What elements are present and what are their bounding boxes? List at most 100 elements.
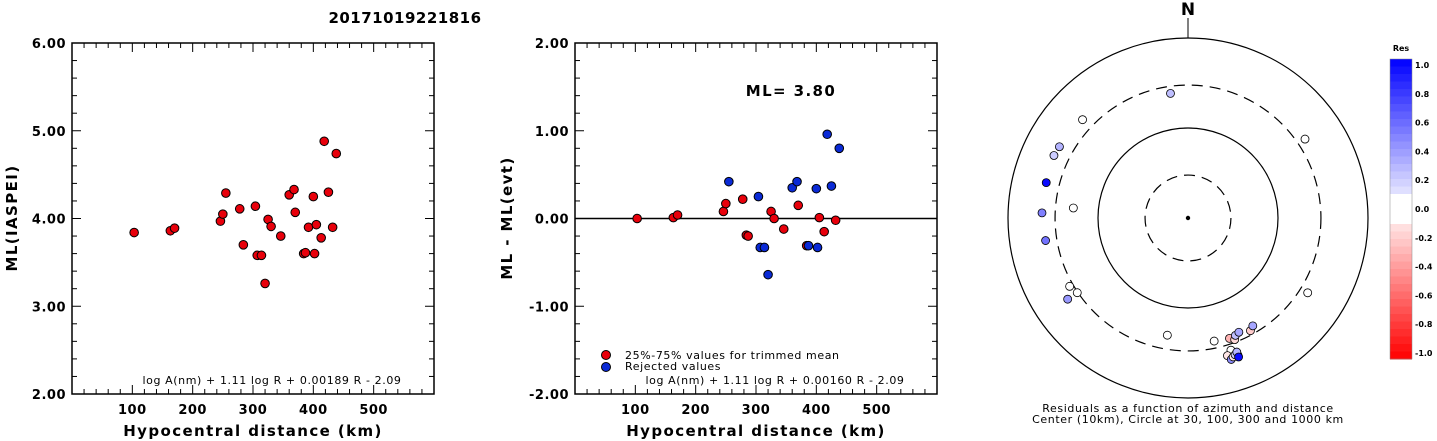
colorbar-segment (1390, 261, 1412, 270)
data-point (787, 182, 798, 193)
colorbar-segment (1390, 239, 1412, 247)
y-tick-label: 3.00 (32, 300, 66, 315)
range-circle (1144, 174, 1232, 262)
colorbar-segment (1390, 186, 1412, 195)
station-point (1248, 321, 1258, 331)
data-point (672, 210, 683, 220)
data-point (303, 222, 314, 233)
colorbar-segment (1390, 329, 1412, 337)
x-tick-label: 500 (862, 403, 891, 418)
colorbar-tick-label: 0.6 (1415, 119, 1430, 128)
colorbar-segment (1390, 119, 1412, 127)
legend-retained-marker (601, 350, 611, 360)
colorbar-segment (1390, 104, 1412, 112)
colorbar-segment (1390, 216, 1412, 225)
colorbar-segment (1390, 321, 1412, 330)
colorbar-tick-label: -1.0 (1415, 349, 1433, 358)
x-tick-label: 300 (239, 403, 268, 418)
data-point (308, 191, 319, 202)
colorbar-segment (1390, 351, 1412, 360)
colorbar-segment (1390, 224, 1412, 232)
station-point (1209, 336, 1219, 346)
x-tick-label: 500 (359, 403, 388, 418)
colorbar-segment (1390, 89, 1412, 97)
legend-rejected-label: Rejected values (625, 360, 721, 373)
polar-caption-line-2: Center (10km), Circle at 30, 100, 300 an… (1032, 413, 1344, 426)
ml-iaspei-panel: ML(IASPEI) Hypocentral distance (km) log… (3, 37, 435, 440)
data-point (289, 184, 299, 195)
legend-retained-label: 25%-75% values for trimmed mean (625, 349, 840, 362)
colorbar-segment (1390, 74, 1412, 82)
x-tick-label: 400 (299, 403, 328, 418)
colorbar-tick-label: -0.6 (1415, 291, 1433, 300)
colorbar-segment (1390, 81, 1412, 90)
residual-y-axis-label: ML - ML(evt) (498, 156, 516, 279)
colorbar-tick-label: 0.8 (1415, 90, 1430, 99)
data-point (266, 221, 276, 232)
colorbar-segment (1390, 59, 1412, 67)
data-point (221, 188, 231, 198)
data-point (300, 247, 311, 258)
y-tick-label: -1.00 (529, 300, 569, 315)
data-point (769, 213, 779, 224)
ml-y-axis-label: ML(IASPEI) (3, 164, 21, 271)
data-point (811, 183, 822, 194)
station-point (1162, 330, 1172, 340)
y-tick-label: 1.00 (535, 125, 569, 140)
colorbar-segment (1390, 306, 1412, 315)
north-label: N (1181, 0, 1195, 20)
colorbar-segment (1390, 291, 1412, 300)
colorbar-segment (1390, 141, 1412, 150)
data-point (327, 222, 338, 233)
colorbar-segment (1390, 134, 1412, 142)
data-point (803, 240, 814, 251)
data-point (290, 207, 301, 218)
colorbar-frame (1389, 58, 1413, 360)
data-point (250, 201, 261, 212)
y-tick-label: 4.00 (32, 213, 66, 228)
data-point (814, 212, 825, 223)
data-point (834, 143, 845, 154)
data-point (319, 136, 329, 147)
station-point (1055, 142, 1064, 152)
colorbar-segment (1390, 344, 1412, 352)
polar-caption-line-1: Residuals as a function of azimuth and d… (1042, 402, 1333, 415)
data-point (812, 242, 823, 253)
range-circle (1097, 127, 1279, 309)
colorbar-segment (1390, 299, 1412, 307)
data-point (753, 191, 764, 202)
y-tick-label: -2.00 (529, 388, 569, 403)
epicenter-dot (1185, 215, 1191, 221)
station-point (1065, 281, 1075, 291)
station-point (1049, 151, 1059, 160)
colorbar-segment (1390, 96, 1412, 105)
x-tick-label: 200 (178, 403, 207, 418)
colorbar-segment (1390, 336, 1412, 345)
data-point (830, 215, 841, 226)
data-point (275, 231, 286, 241)
data-point (737, 194, 748, 204)
ml-x-axis-label: Hypocentral distance (km) (123, 422, 383, 440)
data-point (260, 278, 270, 289)
data-point (721, 198, 731, 209)
colorbar-tick-label: 0.2 (1415, 176, 1429, 185)
colorbar-segment (1390, 171, 1412, 180)
station-point (1234, 352, 1243, 362)
legend-rejected-marker (601, 362, 611, 372)
colorbar-tick-label: 0.0 (1415, 205, 1430, 214)
y-tick-label: 2.00 (32, 388, 66, 403)
data-point (311, 219, 322, 230)
data-point (169, 223, 180, 233)
colorbar-segment (1390, 284, 1412, 292)
station-point (1078, 115, 1087, 125)
colorbar-segment (1390, 66, 1412, 75)
station-point (1068, 203, 1078, 213)
data-point (129, 227, 139, 238)
colorbar-segment (1390, 126, 1412, 135)
x-tick-label: 100 (118, 403, 147, 418)
colorbar-segment (1390, 149, 1412, 157)
data-point (323, 187, 334, 197)
x-tick-label: 400 (802, 403, 831, 418)
station-point (1303, 288, 1313, 298)
azimuth-distance-panel: N Residuals as a function of azimuth and… (1007, 0, 1433, 426)
